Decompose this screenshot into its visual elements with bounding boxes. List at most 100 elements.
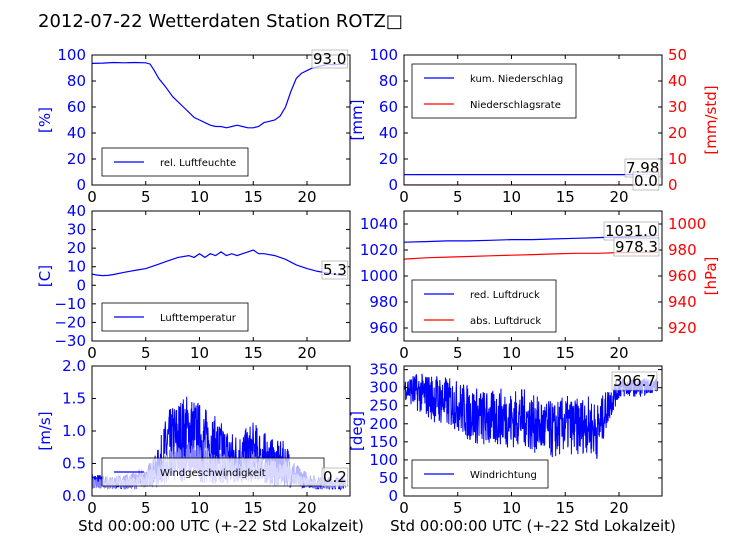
x-tick-label: 5 <box>141 344 151 362</box>
x-tick-label: 10 <box>190 344 209 362</box>
value-annotation: 0.2 <box>323 468 347 486</box>
annotation-box <box>613 237 660 257</box>
y-tick-label: 150 <box>369 433 398 451</box>
value-annotation: 306.7 <box>613 372 656 390</box>
annotation-box <box>611 371 658 391</box>
x-tick-label: 0 <box>87 344 97 362</box>
y-tick-label: 0.5 <box>62 455 86 473</box>
chart-temperature: 0 5 10 15 20−30−20−10010203040[C]Lufttempera… <box>36 202 351 362</box>
x-tick-label: 5 <box>141 188 151 206</box>
legend-entry: red. Luftdruck <box>470 290 540 301</box>
annotation-box <box>321 260 349 280</box>
x-tick-label: 10 <box>190 499 209 517</box>
legend-entry: Lufttemperatur <box>160 313 237 324</box>
x-tick-label: 0 <box>399 188 409 206</box>
x-tick-label: 10 <box>502 188 521 206</box>
series-line-lufttemperatur <box>92 249 346 277</box>
y-tick-label: 40 <box>67 124 86 142</box>
y2-axis-label: [hPa] <box>702 257 720 296</box>
x-tick-label: 20 <box>609 499 628 517</box>
x-tick-label: 0 <box>399 344 409 362</box>
y-tick-label: −10 <box>54 295 86 313</box>
y-tick-label: 0 <box>76 276 86 294</box>
y-axis-label: [%] <box>36 107 54 133</box>
plot-frame <box>91 210 351 342</box>
value-annotation: 93.0 <box>313 50 346 68</box>
legend-entry: Windgeschwindigkeit <box>160 468 266 479</box>
y-axis-label: [C] <box>36 265 54 287</box>
x-tick-label: 20 <box>297 344 316 362</box>
y-tick-label: 2.0 <box>62 357 86 375</box>
legend-box <box>411 63 577 119</box>
y2-tick-label: 0 <box>668 176 678 194</box>
y2-tick-label: 1000 <box>668 215 706 233</box>
legend-entry: kum. Niederschlag <box>470 74 563 85</box>
y-tick-label: 10 <box>67 258 86 276</box>
x-tick-label: 5 <box>141 499 151 517</box>
series-group <box>404 373 659 459</box>
y2-tick-label: 40 <box>668 72 687 90</box>
y-tick-label: 100 <box>369 451 398 469</box>
y-tick-label: 250 <box>369 397 398 415</box>
y-tick-label: −20 <box>54 313 86 331</box>
x-tick-label: 5 <box>453 344 463 362</box>
y-tick-label: 0 <box>388 176 398 194</box>
x-axis-label: Std 00:00:00 UTC (+-22 Std Lokalzeit) <box>390 517 676 535</box>
y-tick-label: 200 <box>369 415 398 433</box>
x-tick-label: 20 <box>297 188 316 206</box>
y2-tick-label: 30 <box>668 98 687 116</box>
x-tick-label: 20 <box>609 344 628 362</box>
y-axis-label: [m/s] <box>36 411 54 450</box>
legend: rel. Luftfeuchte <box>101 147 249 177</box>
annotation-box <box>311 49 348 69</box>
value-annotation: 0.0 <box>634 172 658 190</box>
y-tick-label: 0 <box>76 176 86 194</box>
legend: Windrichtung <box>411 459 549 489</box>
plot-frame <box>403 365 663 497</box>
x-tick-label: 0 <box>399 499 409 517</box>
x-axis-label: Std 00:00:00 UTC (+-22 Std Lokalzeit) <box>78 517 364 535</box>
chart-pressure: 0 5 10 15 20 960 980 1000 1020 1040 920 940 960 980 10… <box>360 210 720 362</box>
series-line-rel-luftfeuchte <box>92 61 346 129</box>
y-tick-label: 1.0 <box>62 422 86 440</box>
y-tick-label: 1040 <box>360 215 398 233</box>
y-tick-label: 960 <box>369 319 398 337</box>
y2-tick-label: 980 <box>668 241 697 259</box>
x-tick-label: 10 <box>190 188 209 206</box>
annotation-box <box>632 171 660 191</box>
y-tick-label: 100 <box>57 46 86 64</box>
y2-axis-label: [mm/std] <box>702 85 720 154</box>
x-tick-label: 15 <box>556 188 575 206</box>
y-tick-label: 60 <box>67 98 86 116</box>
series-group <box>92 61 346 129</box>
y-tick-label: 60 <box>379 98 398 116</box>
y-tick-label: 980 <box>369 293 398 311</box>
legend-entry: Windrichtung <box>470 470 537 481</box>
x-tick-label: 15 <box>244 188 263 206</box>
annotation-box <box>321 467 349 487</box>
x-tick-label: 15 <box>244 499 263 517</box>
y-axis-label: [mm] <box>348 100 366 141</box>
legend-box <box>411 279 557 333</box>
y2-tick-label: 940 <box>668 293 697 311</box>
y-tick-label: 0 <box>388 487 398 505</box>
x-tick-label: 15 <box>244 344 263 362</box>
series-group <box>404 174 658 185</box>
y-tick-label: 1020 <box>360 241 398 259</box>
y-tick-label: 40 <box>379 124 398 142</box>
legend: Windgeschwindigkeit <box>101 457 325 487</box>
y-axis-label: [deg] <box>348 411 366 451</box>
legend-entry: Niederschlagsrate <box>470 100 561 111</box>
x-tick-label: 20 <box>297 499 316 517</box>
y-tick-label: 30 <box>67 221 86 239</box>
y-tick-label: 20 <box>67 239 86 257</box>
chart-humidity: 0 5 10 15 20 0 20 40 60 80 100 [%] rel. Luftfeuchte 9… <box>36 46 351 206</box>
value-annotation: 978.3 <box>615 238 658 256</box>
y2-tick-label: 10 <box>668 150 687 168</box>
x-tick-label: 15 <box>556 499 575 517</box>
y-tick-label: 100 <box>369 46 398 64</box>
y2-tick-label: 920 <box>668 319 697 337</box>
